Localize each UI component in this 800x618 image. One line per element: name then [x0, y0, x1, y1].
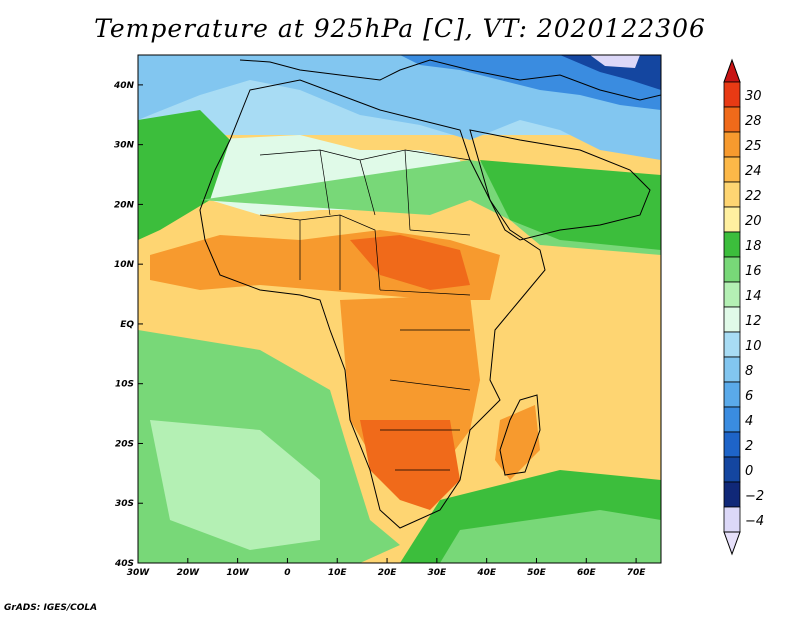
- arabian-coastline: [469, 129, 651, 241]
- lon-tick-label: 20W: [177, 568, 201, 578]
- chart-title: Temperature at 925hPa [C], VT: 202012230…: [94, 14, 706, 43]
- longitude-ticks: 30W 20W 10W 0 10E 20E 30E 40E 50E 60E 70E: [127, 558, 647, 578]
- madagascar-coastline: [499, 394, 541, 476]
- lat-tick-label: 20S: [115, 439, 134, 449]
- field-north-atlantic-green: [138, 110, 230, 240]
- lon-tick-label: 30E: [428, 568, 448, 578]
- field-caucasus-coldest: [590, 55, 640, 68]
- lat-tick-label: 40S: [114, 559, 134, 569]
- country-borders: [259, 149, 471, 471]
- field-south-indian-lightgreen: [440, 510, 661, 563]
- credit-text: GrADS: IGES/COLA: [4, 603, 98, 613]
- lon-tick-label: 40E: [476, 568, 497, 578]
- lat-tick-label: 30S: [115, 499, 134, 509]
- lat-tick-label: 40N: [113, 81, 135, 91]
- lon-tick-label: 10E: [328, 568, 348, 578]
- lon-tick-label: 60E: [577, 568, 597, 578]
- field-arabia: [480, 160, 661, 250]
- lon-tick-label: 70E: [627, 568, 647, 578]
- lon-tick-label: 50E: [527, 568, 547, 578]
- lat-tick-label: 20N: [114, 200, 135, 210]
- field-sahel-hottest: [350, 235, 470, 290]
- field-southern-africa-hot: [360, 420, 460, 510]
- lat-tick-label: EQ: [120, 320, 134, 330]
- lat-tick-label: 10S: [115, 380, 134, 390]
- lon-tick-label: 20E: [378, 568, 398, 578]
- lon-tick-label: 0: [284, 568, 290, 578]
- lat-tick-label: 10N: [114, 260, 135, 270]
- lon-tick-label: 10W: [226, 568, 250, 578]
- europe-coastline: [239, 59, 661, 101]
- africa-coastline: [199, 79, 546, 529]
- map-frame: [137, 54, 662, 564]
- lat-tick-label: 30N: [114, 141, 135, 151]
- field-south-atlantic-cool: [150, 420, 320, 550]
- latitude-ticks: 40N 30N 20N 10N EQ 10S 20S 30S 40S: [113, 81, 143, 569]
- lon-tick-label: 30W: [127, 568, 151, 578]
